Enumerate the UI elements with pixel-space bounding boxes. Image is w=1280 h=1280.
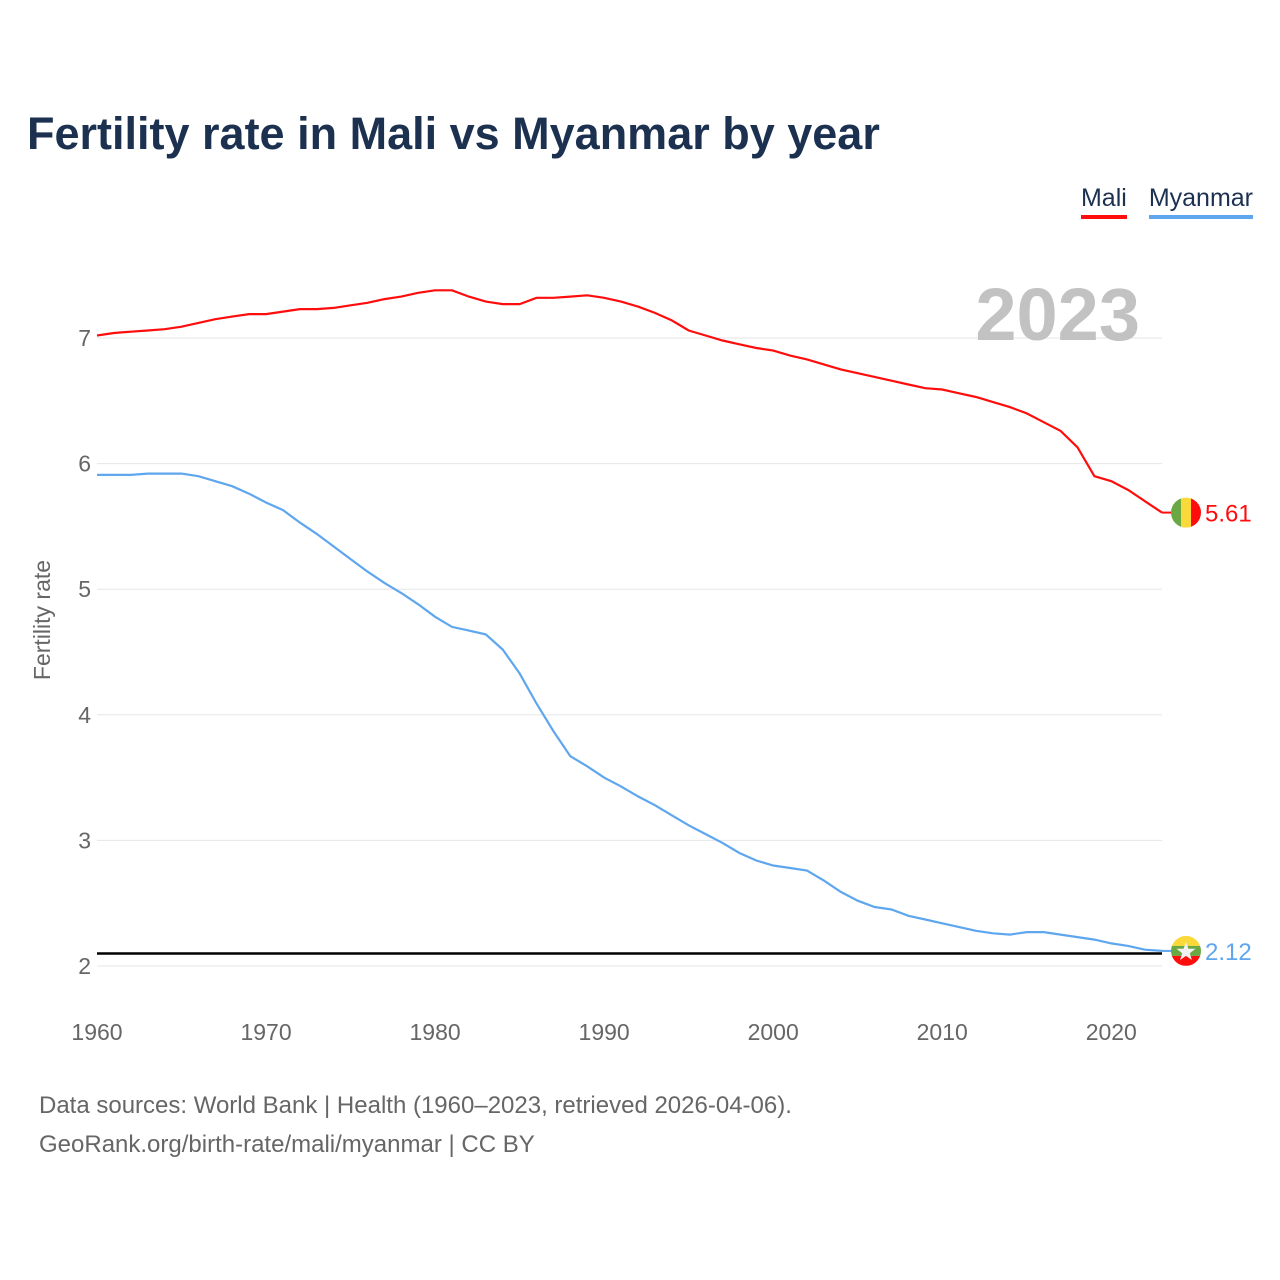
flag-stripe [1191, 497, 1201, 528]
myanmar-flag-icon [1171, 935, 1201, 966]
legend-item-myanmar[interactable]: Myanmar [1148, 184, 1253, 219]
footer: Data sources: World Bank | Health (1960–… [39, 1086, 792, 1164]
x-tick-label: 2000 [748, 1019, 799, 1045]
series-line-mali [96, 289, 1163, 514]
y-tick-label: 5 [78, 576, 91, 602]
x-tick-label: 1960 [71, 1019, 122, 1045]
y-tick-label: 6 [78, 451, 91, 477]
flag-stripe [1181, 497, 1191, 528]
star-icon [1176, 941, 1196, 960]
y-tick-label: 7 [78, 325, 91, 351]
chart-title: Fertility rate in Mali vs Myanmar by yea… [27, 108, 880, 159]
source-link[interactable]: GeoRank.org/birth-rate/mali/myanmar | CC… [39, 1131, 535, 1158]
flag-stripe [1171, 497, 1181, 528]
x-tick-label: 2010 [917, 1019, 968, 1045]
x-tick-label: 1990 [579, 1019, 630, 1045]
flag-stripe [1171, 955, 1201, 966]
x-tick-label: 1980 [410, 1019, 461, 1045]
flag-body [1171, 935, 1201, 966]
flag-stripe [1171, 935, 1201, 946]
end-value-label: 2.12 [1205, 939, 1252, 966]
legend-item-mali[interactable]: Mali [1080, 184, 1127, 219]
mali-flag-icon [1171, 497, 1201, 528]
data-source-text: Data sources: World Bank | Health (1960–… [39, 1092, 792, 1119]
year-watermark: 2023 [975, 273, 1140, 356]
y-tick-label: 4 [78, 702, 91, 728]
y-tick-label: 3 [78, 827, 91, 853]
x-tick-label: 2020 [1086, 1019, 1137, 1045]
end-value-label: 5.61 [1205, 501, 1252, 528]
x-tick-label: 1970 [240, 1019, 291, 1045]
y-tick-label: 2 [78, 953, 91, 979]
flag-body [1171, 497, 1201, 528]
y-axis-label: Fertility rate [29, 560, 55, 680]
series-line-myanmar [97, 472, 1163, 952]
legend: Mali Myanmar [1080, 184, 1253, 219]
